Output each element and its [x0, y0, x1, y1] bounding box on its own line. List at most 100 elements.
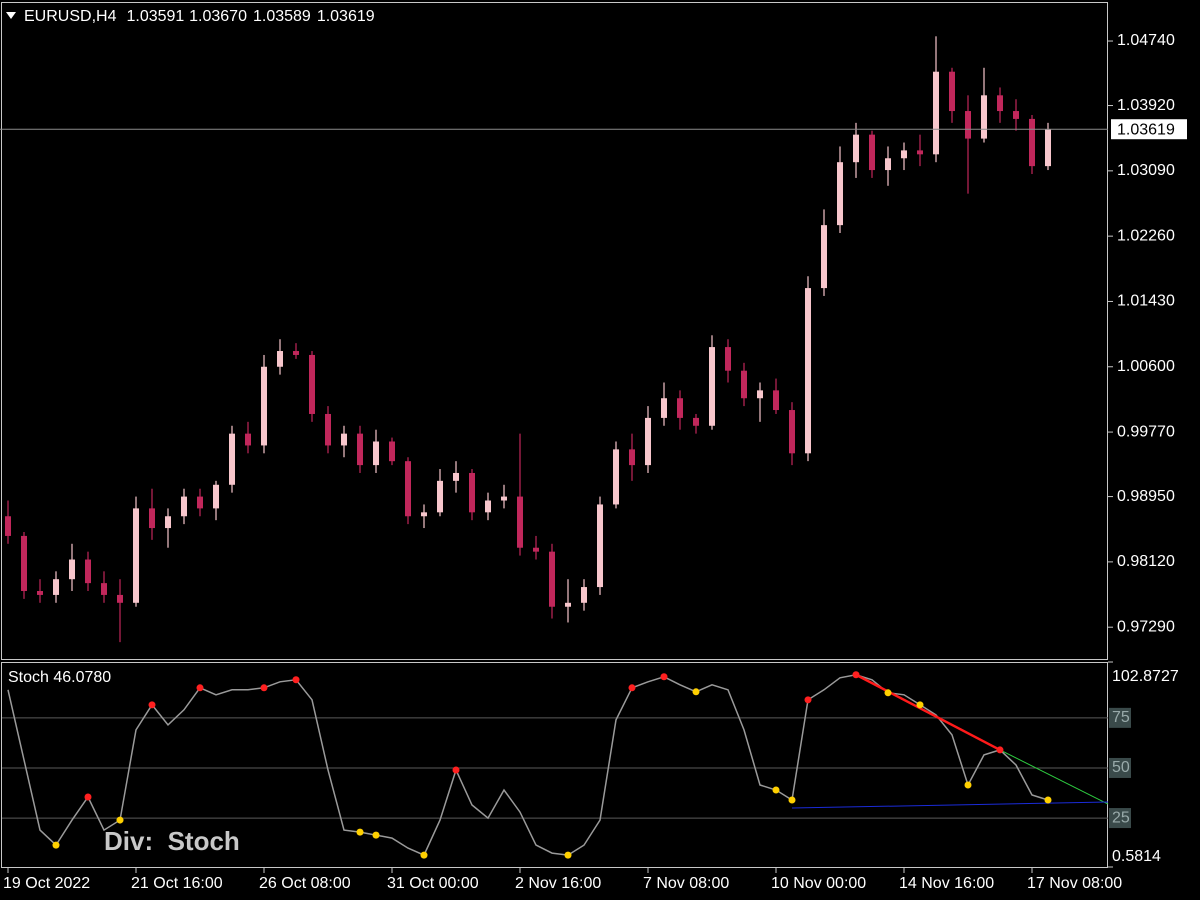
candle-body [613, 449, 619, 505]
candle-body [181, 496, 187, 517]
candle-body [373, 441, 379, 466]
candle-body [1029, 118, 1035, 167]
signal-dot [372, 831, 380, 839]
signal-dot [804, 696, 812, 704]
divergence-line [999, 749, 1109, 805]
signal-dot [420, 851, 428, 859]
candle-body [533, 547, 539, 552]
signal-dot [84, 793, 92, 801]
signal-dot [964, 781, 972, 789]
y-tick-label: 50 [1112, 759, 1130, 776]
x-tick-label: 14 Nov 16:00 [899, 875, 994, 892]
candle-body [101, 583, 107, 595]
last-bar-value: 1.03589 [253, 8, 311, 25]
indicator-title: Stoch 46.0780 [8, 669, 111, 686]
signal-dot [996, 746, 1004, 754]
signal-dot [356, 828, 364, 836]
last-bar-value: 1.03591 [126, 8, 184, 25]
level-box [1109, 808, 1131, 829]
x-tick-label: 2 Nov 16:00 [515, 875, 601, 892]
signal-dot [692, 688, 700, 696]
x-tick-label: 10 Nov 00:00 [771, 875, 866, 892]
candle-body [85, 559, 91, 584]
y-tick-label: 1.04740 [1117, 32, 1175, 49]
candle-body [453, 472, 459, 481]
candle-body [149, 508, 155, 529]
signal-dot [452, 766, 460, 774]
candle-body [21, 535, 27, 591]
candle-body [789, 410, 795, 454]
signal-dot [852, 671, 860, 679]
signal-dot [564, 851, 572, 859]
candle-body [517, 496, 523, 548]
candle-body [805, 288, 811, 454]
candle-body [213, 484, 219, 509]
y-tick-label: 0.99770 [1117, 423, 1175, 440]
divergence-line [855, 673, 1001, 752]
candle-body [293, 351, 299, 355]
candle-body [597, 504, 603, 588]
x-tick-label: 31 Oct 00:00 [387, 875, 479, 892]
candle-body [117, 594, 123, 603]
candle-body [437, 480, 443, 513]
y-tick-label: 102.8727 [1112, 668, 1179, 685]
signal-dot [292, 676, 300, 684]
candle-body [773, 390, 779, 411]
candle-body [37, 590, 43, 595]
signal-dot [196, 684, 204, 692]
y-tick-label: 0.97290 [1117, 618, 1175, 635]
candle-body [741, 370, 747, 399]
candle-body [5, 516, 11, 536]
x-tick-label: 26 Oct 08:00 [259, 875, 351, 892]
candle-body [869, 134, 875, 171]
candle-body [309, 354, 315, 414]
level-box [1109, 757, 1131, 778]
candle-body [677, 398, 683, 418]
candle-body [645, 417, 651, 466]
signal-dot [628, 684, 636, 692]
candle-body [277, 351, 283, 367]
candle-body [165, 516, 171, 529]
candle-body [933, 71, 939, 155]
candle-body [421, 512, 427, 517]
last-bar-value: 1.03619 [317, 8, 375, 25]
candle-body [229, 433, 235, 485]
stoch-panel-frame [1, 662, 1108, 868]
candle-body [357, 433, 363, 466]
candle-body [757, 390, 763, 399]
signal-dot [660, 673, 668, 681]
candle-body [997, 95, 1003, 112]
y-tick-label: 0.5814 [1112, 848, 1161, 865]
candle-body [485, 500, 491, 513]
signal-dot [772, 786, 780, 794]
candle-body [405, 461, 411, 517]
divergence-line [791, 801, 1109, 809]
candle-body [709, 347, 715, 426]
candle-body [341, 433, 347, 446]
x-tick-label: 19 Oct 2022 [3, 875, 90, 892]
y-tick-label: 1.03090 [1117, 162, 1175, 179]
signal-dot [116, 816, 124, 824]
current-price-label: 1.03619 [1117, 121, 1175, 138]
y-tick-label: 1.01430 [1117, 293, 1175, 310]
candle-body [245, 433, 251, 446]
symbol-header: EURUSD,H4 1.03591 1.03670 1.03589 1.03619 [24, 8, 375, 25]
candle-body [661, 398, 667, 418]
y-tick-label: 0.98950 [1117, 488, 1175, 505]
main-panel-frame [1, 2, 1108, 660]
candle-body [981, 95, 987, 139]
candle-body [581, 587, 587, 603]
candle-body [821, 225, 827, 289]
candle-body [549, 551, 555, 607]
menu-triangle[interactable] [6, 12, 16, 19]
y-tick-label: 1.02260 [1117, 227, 1175, 244]
signal-dot [1044, 796, 1052, 804]
symbol: EURUSD,H4 [24, 8, 117, 25]
candle-body [901, 150, 907, 159]
level-box [1109, 707, 1131, 728]
y-tick-label: 1.00600 [1117, 358, 1175, 375]
signal-dot [260, 684, 268, 692]
y-tick-label: 75 [1112, 709, 1130, 726]
